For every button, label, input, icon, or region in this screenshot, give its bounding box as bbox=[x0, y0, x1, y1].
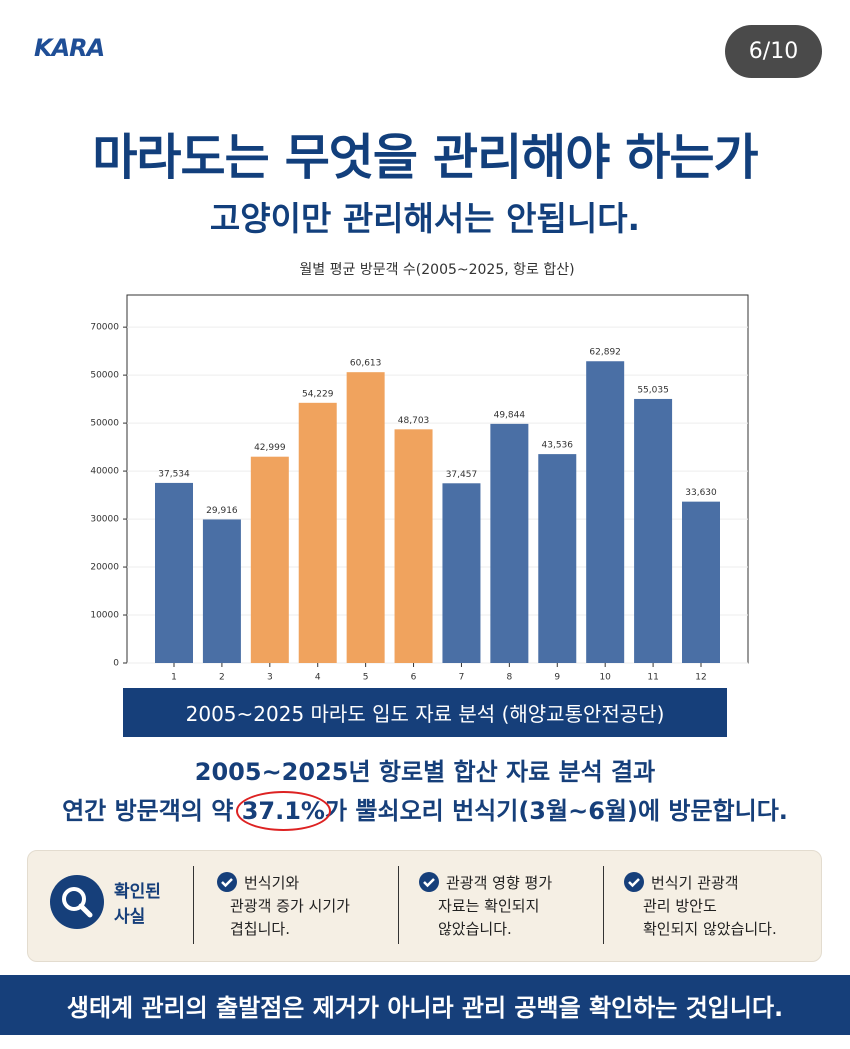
facts-box bbox=[27, 850, 822, 962]
title: 마라도는 무엇을 관리해야 하는가 bbox=[92, 129, 758, 186]
y-tick-label: 20000 bbox=[90, 563, 119, 573]
search-icon bbox=[50, 875, 104, 929]
bar bbox=[682, 501, 720, 663]
x-tick-label: 4 bbox=[315, 673, 321, 683]
x-tick-label: 7 bbox=[459, 673, 465, 683]
value-label: 33,630 bbox=[685, 488, 717, 498]
fact-line: 관광객 영향 평가 bbox=[446, 874, 553, 892]
x-tick-label: 9 bbox=[554, 673, 560, 683]
x-tick-label: 11 bbox=[647, 673, 658, 683]
check-icon bbox=[217, 872, 237, 892]
value-label: 43,536 bbox=[542, 441, 574, 451]
fact-line: 번식기 관광객 bbox=[651, 874, 739, 892]
x-tick-label: 8 bbox=[506, 673, 512, 683]
x-tick-label: 2 bbox=[219, 673, 225, 683]
value-label: 54,229 bbox=[302, 389, 334, 399]
check-icon bbox=[419, 872, 439, 892]
bar bbox=[394, 429, 433, 663]
caption: 2005~2025 마라도 입도 자료 분석 (해양교통안전공단) bbox=[123, 688, 727, 737]
text: 사실 bbox=[114, 907, 146, 927]
y-tick-label: 50000 bbox=[90, 371, 119, 381]
bar bbox=[538, 454, 577, 663]
x-tick-label: 12 bbox=[695, 673, 706, 683]
x-tick-label: 10 bbox=[599, 673, 611, 683]
bar bbox=[298, 402, 337, 663]
value-label: 42,999 bbox=[254, 443, 286, 453]
footer-banner: 생태계 관리의 출발점은 제거가 아니라 관리 공백을 확인하는 것입니다. bbox=[0, 975, 850, 1035]
y-tick-label: 50000 bbox=[90, 419, 119, 429]
bar bbox=[490, 423, 529, 663]
bar bbox=[634, 398, 673, 663]
bar bbox=[586, 361, 625, 663]
value-label: 29,916 bbox=[206, 506, 238, 516]
check-icon bbox=[624, 872, 644, 892]
bar bbox=[250, 456, 289, 663]
page-indicator: 6/10 bbox=[725, 25, 822, 78]
fact-line: 겹칩니다. bbox=[230, 920, 290, 938]
value-label: 60,613 bbox=[350, 359, 382, 369]
y-tick-label: 40000 bbox=[90, 467, 119, 477]
x-tick-label: 5 bbox=[363, 673, 369, 683]
value-label: 37,534 bbox=[158, 469, 190, 479]
bar bbox=[202, 519, 241, 663]
fact-line: 관광객 증가 시기가 bbox=[230, 897, 350, 915]
x-tick-label: 1 bbox=[171, 673, 177, 683]
bar bbox=[155, 482, 193, 663]
logo: KARA bbox=[34, 34, 105, 62]
chart: 월별 평균 방문객 수(2005~2025, 항로 합산) 0 10000 2000… bbox=[90, 262, 749, 683]
y-tick-label: 30000 bbox=[90, 515, 119, 525]
separator bbox=[193, 866, 194, 944]
text: 가 뿔쇠오리 번식기(3월~6월)에 방문합니다. bbox=[324, 797, 788, 825]
fact-line: 않았습니다. bbox=[438, 920, 512, 938]
fact-line: 번식기와 bbox=[244, 874, 300, 892]
separator bbox=[603, 866, 604, 944]
summary-line: 2005~2025년 항로별 합산 자료 분석 결과 bbox=[194, 758, 656, 786]
y-tick-label: 10000 bbox=[90, 611, 119, 621]
summary-line: 연간 방문객의 약 37.1%가 뿔쇠오리 번식기(3월~6월)에 방문합니다. bbox=[0, 791, 850, 831]
fact-line: 관리 방안도 bbox=[643, 897, 717, 915]
y-tick-label: 70000 bbox=[90, 323, 119, 333]
fact-line: 확인되지 않았습니다. bbox=[643, 920, 777, 938]
highlight: 37.1% bbox=[235, 791, 332, 831]
separator bbox=[398, 866, 399, 944]
bar bbox=[346, 372, 385, 663]
value-label: 55,035 bbox=[637, 385, 669, 395]
fact-line: 자료는 확인되지 bbox=[438, 897, 540, 915]
bar bbox=[442, 483, 481, 663]
subtitle: 고양이만 관리해서는 안됩니다. bbox=[209, 199, 641, 238]
value-label: 49,844 bbox=[494, 410, 526, 420]
value-label: 62,892 bbox=[589, 348, 621, 358]
text: 연간 방문객의 약 bbox=[62, 797, 242, 825]
value-label: 48,703 bbox=[398, 416, 430, 426]
x-tick-label: 3 bbox=[267, 673, 273, 683]
text: 확인된 bbox=[114, 882, 161, 902]
chart-title: 월별 평균 방문객 수(2005~2025, 항로 합산) bbox=[299, 262, 574, 278]
x-tick-label: 6 bbox=[411, 673, 417, 683]
value-label: 37,457 bbox=[446, 470, 478, 480]
y-tick-label: 0 bbox=[113, 659, 119, 669]
